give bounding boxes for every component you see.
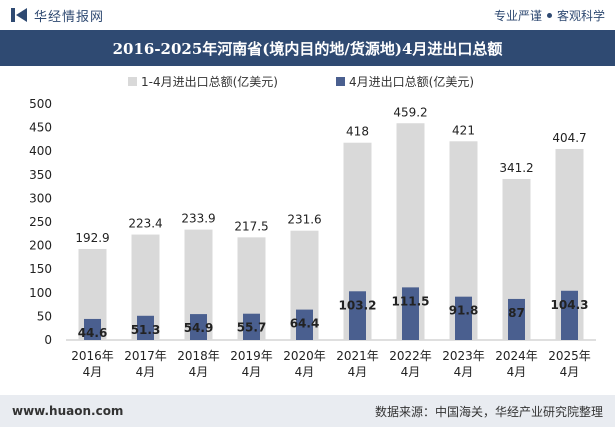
x-tick-label: 2021年 [336,349,379,363]
x-tick-label: 4月 [560,365,580,379]
x-tick-label: 4月 [507,365,527,379]
x-tick-label: 2019年 [230,349,273,363]
x-tick-label: 2016年 [71,349,114,363]
bar-april-10 [561,290,578,340]
y-tick-label: 0 [44,333,52,347]
data-label-april: 111.5 [392,294,430,308]
chart-title: 2016-2025年河南省(境内目的地/货源地)4月进出口总额 [112,39,503,58]
tagline-right: 客观科学 [556,8,605,23]
data-label-april: 55.7 [237,321,267,335]
x-tick-label: 2018年 [177,349,220,363]
x-tick-label: 4月 [295,365,315,379]
data-label-total: 233.9 [181,212,215,226]
x-tick-label: 2024年 [495,349,538,363]
data-label-total: 217.5 [234,219,268,233]
data-label-april: 87 [508,306,525,320]
bar-april-4 [243,313,260,340]
bar-april-7 [402,287,419,340]
brand-name: 华经情报网 [34,9,105,25]
y-tick-label: 500 [29,97,52,111]
tagline-left: 专业严谨 [493,8,542,23]
data-label-total: 404.7 [552,131,586,145]
bar-chart: 1-4月进出口总额(亿美元) 4月进出口总额(亿美元) 0 50 100 150 200 25… [29,74,596,379]
footer: www.huaon.com 数据来源：中国海关，华经产业研究院整理 [0,395,615,427]
data-label-total: 192.9 [75,231,109,245]
separator-dot-icon [546,12,552,18]
y-tick-label: 100 [29,286,52,300]
data-label-april: 64.4 [290,317,320,331]
data-label-total: 421 [452,123,475,137]
tagline: 专业严谨 客观科学 [494,7,605,24]
data-label-april: 51.3 [131,323,161,337]
legend-label-1: 1-4月进出口总额(亿美元) [141,74,278,89]
data-label-total: 231.6 [287,213,321,227]
y-tick-label: 350 [29,168,52,182]
chart-title-bar: 2016-2025年河南省(境内目的地/货源地)4月进出口总额 [0,30,615,66]
bar-april-9 [508,298,525,340]
x-tick-label: 4月 [136,365,156,379]
legend-label-2: 4月进出口总额(亿美元) [349,74,474,89]
data-label-total: 459.2 [393,105,427,119]
x-tick-label: 2023年 [442,349,485,363]
x-tick-label: 4月 [242,365,262,379]
bar-april-8 [455,296,472,340]
y-tick-label: 200 [29,239,52,253]
footer-source: 数据来源：中国海关，华经产业研究院整理 [374,404,603,419]
data-label-total: 418 [346,125,369,139]
x-tick-label: 4月 [454,365,474,379]
legend-swatch-2 [336,77,345,86]
x-tick-label: 4月 [348,365,368,379]
bar-april-3 [190,314,207,340]
x-tick-label: 4月 [83,365,103,379]
data-label-april: 44.6 [78,326,108,340]
data-label-april: 91.8 [449,304,479,318]
y-tick-label: 450 [29,121,52,135]
data-label-april: 104.3 [551,298,589,312]
y-tick-label: 400 [29,144,52,158]
legend-swatch-1 [128,77,137,86]
data-label-total: 223.4 [128,217,162,231]
x-tick-label: 2022年 [389,349,432,363]
huajing-logo-icon [11,8,27,22]
y-tick-label: 50 [37,309,52,323]
x-tick-label: 4月 [401,365,421,379]
bar-april-2 [137,315,154,340]
x-tick-label: 2020年 [283,349,326,363]
x-tick-label: 2017年 [124,349,167,363]
footer-url: www.huaon.com [12,404,124,418]
x-tick-label: 4月 [189,365,209,379]
bar-april-5 [296,309,313,340]
y-tick-label: 250 [29,215,52,229]
top-bar: 华经情报网 专业严谨 客观科学 [0,0,615,30]
brand: 华经情报网 [10,6,104,25]
bar-april-6 [349,291,366,340]
y-tick-label: 150 [29,262,52,276]
data-label-total: 341.2 [499,161,533,175]
y-tick-label: 300 [29,191,52,205]
data-label-april: 103.2 [339,298,377,312]
x-tick-label: 2025年 [548,349,591,363]
bar-april-1 [84,318,101,340]
data-label-april: 54.9 [184,321,214,335]
